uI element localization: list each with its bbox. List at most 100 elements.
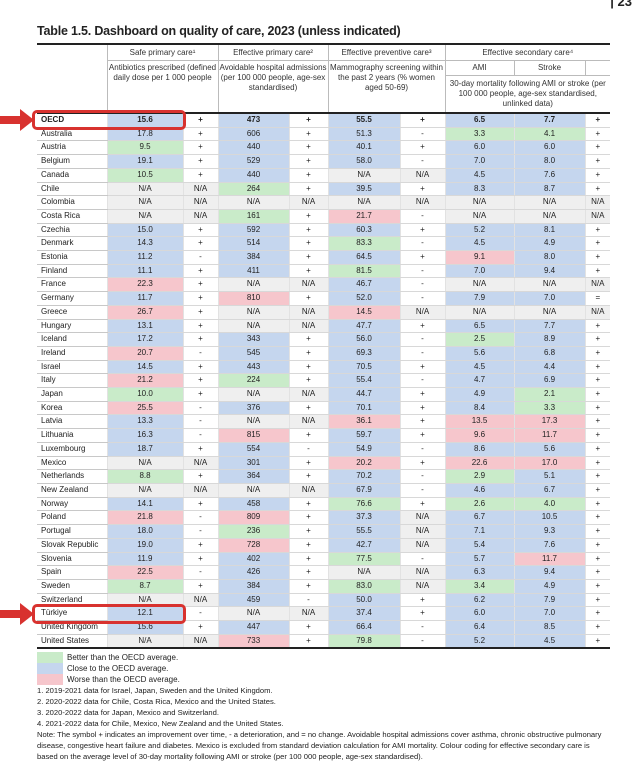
stroke-mortality-cell: 5.6 xyxy=(513,442,586,457)
admissions-trend-cell: N/A xyxy=(288,483,329,498)
mammography-trend-cell: - xyxy=(399,442,446,457)
secondary-trend-cell: = xyxy=(584,291,611,306)
stroke-mortality-cell: 6.9 xyxy=(513,373,586,389)
legend-close: Close to the OECD average. xyxy=(37,663,612,675)
country-cell: Poland xyxy=(37,510,107,526)
secondary-trend-cell: + xyxy=(584,332,611,347)
mammography-cell: 59.7 xyxy=(327,428,401,443)
secondary-trend-cell: + xyxy=(584,565,611,580)
secondary-trend-cell: + xyxy=(584,140,611,156)
arrow-pointing-oecd-icon xyxy=(0,109,34,132)
antibiotics-cell: 13.3 xyxy=(106,414,183,430)
antibiotics-cell: 15.6 xyxy=(106,113,183,128)
header-blank xyxy=(37,44,107,114)
footnote-4: 4. 2021-2022 data for Chile, Mexico, New… xyxy=(37,719,284,729)
antibiotics-cell: 17.2 xyxy=(106,332,183,347)
antibiotics-trend-cell: N/A xyxy=(182,182,219,197)
admissions-cell: N/A xyxy=(217,483,290,498)
mammography-trend-cell: + xyxy=(399,456,446,471)
admissions-cell: N/A xyxy=(217,277,290,293)
mammography-cell: 39.5 xyxy=(327,182,401,197)
mammography-trend-cell: - xyxy=(399,469,446,484)
stroke-mortality-cell: 7.9 xyxy=(513,593,586,608)
table-row: Estonia 11.2-384 +64.5 +9.1 8.0 + xyxy=(37,250,611,265)
country-cell: Chile xyxy=(37,182,107,197)
admissions-trend-cell: - xyxy=(288,442,329,457)
antibiotics-trend-cell: N/A xyxy=(182,456,219,471)
mammography-cell: 37.4 xyxy=(327,606,401,622)
country-cell: Canada xyxy=(37,168,107,183)
mammography-trend-cell: - xyxy=(399,127,446,142)
secondary-trend-cell: + xyxy=(584,154,611,169)
admissions-cell: N/A xyxy=(217,606,290,622)
secondary-trend-cell: + xyxy=(584,127,611,142)
ami-mortality-cell: N/A xyxy=(444,305,515,320)
arrow-pointing-turkiye-icon xyxy=(0,602,34,625)
ami-mortality-cell: 22.6 xyxy=(444,456,515,471)
country-cell: Mexico xyxy=(37,456,107,471)
ami-mortality-cell: 6.4 xyxy=(444,620,515,635)
ami-mortality-cell: 6.0 xyxy=(444,140,515,156)
ami-mortality-cell: 5.4 xyxy=(444,538,515,553)
country-cell: Israel xyxy=(37,360,107,375)
country-cell: Slovenia xyxy=(37,552,107,567)
antibiotics-trend-cell: + xyxy=(182,360,219,375)
antibiotics-trend-cell: + xyxy=(182,154,219,169)
ami-mortality-cell: N/A xyxy=(444,209,515,224)
mammography-cell: 52.0 xyxy=(327,291,401,306)
antibiotics-cell: 16.3 xyxy=(106,428,183,443)
admissions-trend-cell: N/A xyxy=(288,387,329,402)
admissions-cell: 592 xyxy=(217,223,290,238)
antibiotics-cell: 20.7 xyxy=(106,346,183,361)
country-cell: Iceland xyxy=(37,332,107,347)
mammography-trend-cell: - xyxy=(399,346,446,361)
antibiotics-cell: 19.1 xyxy=(106,154,183,169)
table-row: Norway 14.1 +458 +76.6 +2.6 4.0 + xyxy=(37,497,611,512)
admissions-trend-cell: + xyxy=(288,264,329,279)
mammography-cell: 70.5 xyxy=(327,360,401,375)
table-row-oecd: OECD 15.6 +473 +55.5 +6.5 7.7 + xyxy=(37,113,611,128)
stroke-mortality-cell: 2.1 xyxy=(513,387,586,402)
admissions-cell: 364 xyxy=(217,469,290,484)
footnote-3: 3. 2020-2022 data for Japan, Mexico and … xyxy=(37,708,219,718)
admissions-trend-cell: + xyxy=(288,565,329,580)
mammography-trend-cell: N/A xyxy=(399,579,446,594)
mammography-cell: 58.0 xyxy=(327,154,401,169)
admissions-cell: N/A xyxy=(217,195,290,210)
mammography-cell: 51.3 xyxy=(327,127,401,142)
admissions-trend-cell: + xyxy=(288,373,329,389)
group-effective-preventive-care: Effective preventive care³ xyxy=(327,44,446,61)
secondary-trend-cell: + xyxy=(584,497,611,512)
admissions-cell: N/A xyxy=(217,387,290,402)
admissions-trend-cell: + xyxy=(288,634,329,649)
antibiotics-trend-cell: + xyxy=(182,332,219,347)
admissions-trend-cell: - xyxy=(288,593,329,608)
table-row: Italy 21.2 +224 +55.4-4.7 6.9 + xyxy=(37,373,611,389)
secondary-trend-cell: + xyxy=(584,250,611,265)
stroke-mortality-cell: 6.8 xyxy=(513,346,586,361)
secondary-trend-cell: + xyxy=(584,360,611,375)
admissions-trend-cell: + xyxy=(288,154,329,169)
antibiotics-trend-cell: - xyxy=(182,510,219,526)
mammography-cell: 47.7 xyxy=(327,319,401,334)
ami-mortality-cell: 13.5 xyxy=(444,414,515,430)
admissions-trend-cell: + xyxy=(288,113,329,128)
antibiotics-cell: 13.1 xyxy=(106,319,183,334)
country-cell: Hungary xyxy=(37,319,107,334)
mammography-cell: 76.6 xyxy=(327,497,401,512)
ami-mortality-cell: 3.4 xyxy=(444,579,515,594)
antibiotics-cell: 10.0 xyxy=(106,387,183,402)
mammography-trend-cell: N/A xyxy=(399,305,446,320)
ami-mortality-cell: 7.9 xyxy=(444,291,515,306)
antibiotics-trend-cell: - xyxy=(182,250,219,265)
secondary-trend-cell: + xyxy=(584,538,611,553)
secondary-trend-cell: N/A xyxy=(584,277,611,293)
antibiotics-cell: 22.3 xyxy=(106,277,183,293)
mammography-cell: 44.7 xyxy=(327,387,401,402)
admissions-trend-cell: + xyxy=(288,497,329,512)
antibiotics-trend-cell: + xyxy=(182,277,219,293)
group-effective-primary-care: Effective primary care² xyxy=(217,44,329,61)
country-cell: Estonia xyxy=(37,250,107,265)
antibiotics-cell: 21.8 xyxy=(106,510,183,526)
ami-mortality-cell: 5.2 xyxy=(444,634,515,649)
